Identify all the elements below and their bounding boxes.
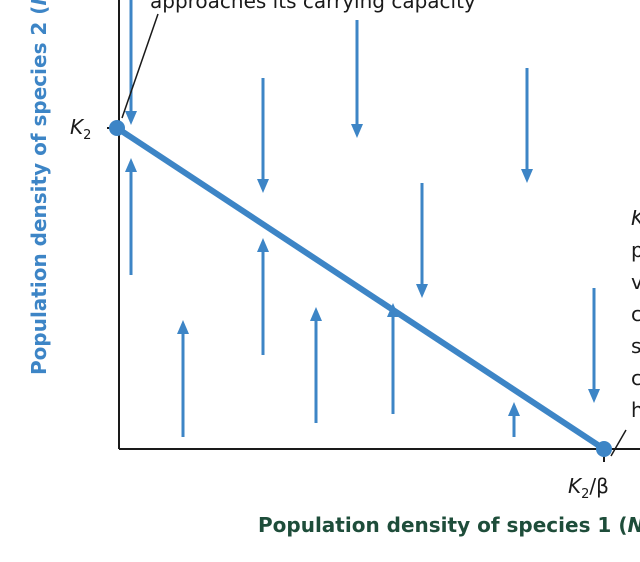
annotation-fragment: s <box>631 334 640 358</box>
annotation-fragment: K <box>631 206 640 230</box>
arrow-head <box>521 169 533 183</box>
arrow-head <box>257 238 269 252</box>
arrow-head <box>125 111 137 125</box>
k2-tail: /β <box>589 474 609 498</box>
label-text: Population density of species 1 ( <box>258 513 627 537</box>
arrow-head <box>351 124 363 138</box>
arrow-head <box>588 389 600 403</box>
isocline <box>115 125 606 452</box>
arrows <box>125 0 600 437</box>
k2-var: K <box>70 115 85 139</box>
x-axis-label: Population density of species 1 (N <box>258 513 640 537</box>
annotation-fragment: p <box>631 238 640 262</box>
isocline-end <box>109 120 125 136</box>
leader-line <box>121 13 159 119</box>
arrow-head <box>416 284 428 298</box>
k2-beta-label: K2/β <box>568 474 609 502</box>
annotation-fragment: h <box>631 398 640 422</box>
k2-label: K2 <box>70 115 91 143</box>
right-annotation: Kpvcsch <box>631 206 640 422</box>
annotation-fragment: v <box>631 270 640 294</box>
label-var: N <box>627 513 640 537</box>
arrow-head <box>177 320 189 334</box>
arrow-head <box>310 307 322 321</box>
arrow-head <box>508 402 520 416</box>
isocline-end <box>596 441 612 457</box>
y-axis-label: Population density of species 2 (N2) – <box>27 0 55 375</box>
arrow-head <box>125 158 137 172</box>
annotation-fragment: c <box>631 366 640 390</box>
leader-line <box>610 429 627 457</box>
label-var: N <box>27 0 51 6</box>
annotation: approaches its carrying capacity <box>150 0 476 13</box>
annotation-fragment: c <box>631 302 640 326</box>
k2-sub: 2 <box>581 487 589 502</box>
k2-sub: 2 <box>83 128 91 143</box>
arrow-head <box>257 179 269 193</box>
k2-var: K <box>568 474 583 498</box>
label-text: Population density of species 2 ( <box>27 6 51 375</box>
